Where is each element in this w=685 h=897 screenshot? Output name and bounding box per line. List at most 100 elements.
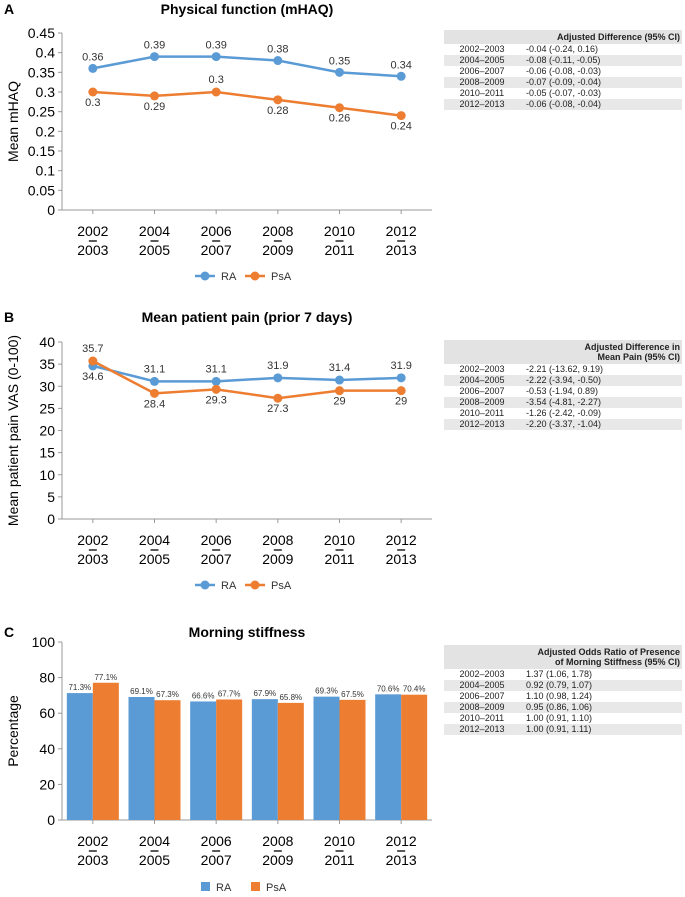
series-line-ra — [92, 364, 402, 383]
bar-psa — [92, 682, 119, 820]
data-label-ra: 71.3% — [68, 683, 91, 692]
table-header-blank — [444, 30, 518, 44]
table-header-blank — [444, 645, 518, 669]
x-tick-label-start: 2008 — [262, 833, 293, 849]
data-point-psa — [150, 91, 159, 101]
bar-psa — [216, 699, 243, 820]
data-point-psa — [273, 393, 283, 403]
data-point-ra — [88, 63, 98, 73]
bar-psa — [154, 700, 181, 820]
table-period: 2012–2013 — [444, 419, 518, 430]
legend-marker — [250, 580, 260, 590]
data-label-psa: 67.3% — [156, 690, 179, 699]
table-header: Adjusted Difference (95% CI) — [518, 30, 682, 44]
legend-label: RA — [216, 882, 232, 894]
panel-letter: A — [4, 1, 14, 17]
data-label-psa: 0.28 — [267, 105, 288, 117]
table-value: -2.20 (-3.37, -1.04) — [518, 419, 682, 430]
data-label-ra: 31.1 — [205, 363, 226, 375]
data-point-psa — [211, 384, 221, 394]
x-tick-label-start: 2002 — [77, 833, 108, 849]
table-header: Adjusted Difference in Mean Pain (95% CI) — [518, 340, 682, 364]
table-value: -0.04 (-0.24, 0.16) — [526, 44, 599, 54]
x-tick-label-start: 2002 — [77, 223, 108, 239]
table-row: 2004–2005 -0.08 (-0.11, -0.05) — [444, 55, 682, 66]
data-label-psa: 0.24 — [390, 121, 411, 133]
table-value: 1.00 (0.91, 1.10) — [526, 713, 593, 723]
data-point-psa — [335, 386, 344, 396]
x-tick-label-end: 2013 — [386, 852, 417, 868]
x-tick-label-start: 2002 — [77, 532, 108, 548]
chart-title: Physical function (mHAQ) — [161, 1, 334, 17]
table-row: 2010–2011 1.00 (0.91, 1.10) — [444, 713, 682, 724]
x-tick-label-start: 2012 — [386, 223, 417, 239]
data-point-psa — [396, 111, 406, 121]
table-period: 2006–2007 — [459, 66, 505, 76]
data-label-psa: 67.5% — [341, 690, 364, 699]
y-tick-label: 60 — [39, 705, 55, 721]
legend-label: PsA — [266, 882, 287, 894]
table-period: 2004–2005 — [444, 375, 518, 386]
data-label-psa: 65.8% — [279, 693, 302, 702]
table-period: 2002–2003 — [459, 669, 505, 679]
x-tick-label-end: 2011 — [324, 852, 354, 868]
table-row: 2010–2011 -0.05 (-0.07, -0.03) — [444, 88, 682, 99]
table-value: -0.53 (-1.94, 0.89) — [526, 386, 599, 396]
data-label-psa: 28.4 — [144, 398, 165, 410]
bar-ra — [190, 701, 217, 820]
x-tick-label-end: 2007 — [201, 852, 232, 868]
table-period: 2010–2011 — [459, 88, 505, 98]
stats-table: Adjusted Odds Ratio of Presence of Mornin… — [444, 645, 682, 735]
data-label-psa: 29 — [333, 396, 345, 408]
data-label-ra: 31.4 — [329, 362, 350, 374]
y-tick-label: 0.05 — [28, 182, 55, 198]
y-tick-label: 80 — [39, 670, 55, 686]
table-header-line: Adjusted Odds Ratio of Presence — [537, 647, 680, 657]
data-point-psa — [211, 87, 221, 97]
data-label-psa: 77.1% — [94, 673, 117, 682]
table-period: 2006–2007 — [459, 386, 505, 396]
x-tick-label-end: 2009 — [262, 242, 293, 258]
table-value: -0.05 (-0.07, -0.03) — [526, 88, 602, 98]
y-tick-label: 20 — [39, 423, 55, 439]
y-tick-label: 100 — [32, 634, 56, 650]
data-point-psa — [150, 388, 159, 398]
data-point-psa — [335, 103, 344, 113]
legend-label: PsA — [271, 271, 292, 283]
x-tick-label-start: 2008 — [262, 532, 293, 548]
x-tick-label-start: 2004 — [139, 223, 170, 239]
table-row: 2008–2009 -3.54 (-4.81, -2.27) — [444, 397, 682, 408]
table-header: Adjusted Odds Ratio of Presence of Mornin… — [518, 645, 682, 669]
x-tick-label-end: 2005 — [139, 852, 170, 868]
chart-title: Mean patient pain (prior 7 days) — [142, 309, 353, 325]
table-row: 2004–2005 -2.22 (-3.94, -0.50) — [444, 375, 682, 386]
y-tick-label: 35 — [39, 356, 55, 372]
table-row: 2006–2007 -0.53 (-1.94, 0.89) — [444, 386, 682, 397]
y-axis-label: Mean patient pain VAS (0-100) — [5, 335, 21, 526]
table-value: -1.26 (-2.42, -0.09) — [526, 408, 602, 418]
legend-label: RA — [221, 580, 237, 592]
table-value: 1.00 (0.91, 1.11) — [518, 724, 682, 735]
data-label-ra: 0.39 — [205, 40, 226, 52]
table-value: -3.54 (-4.81, -2.27) — [518, 397, 682, 408]
x-tick-label-start: 2010 — [324, 532, 355, 548]
x-tick-label-start: 2010 — [324, 223, 355, 239]
legend-marker — [200, 580, 210, 590]
table-period: 2010–2011 — [459, 408, 505, 418]
x-tick-label-start: 2012 — [386, 532, 417, 548]
x-tick-label-start: 2004 — [139, 833, 170, 849]
data-point-ra — [335, 375, 344, 385]
table-row: 2012–2013 -2.20 (-3.37, -1.04) — [444, 419, 682, 430]
data-label-psa: 35.7 — [82, 343, 103, 355]
data-label-ra: 69.3% — [315, 687, 338, 696]
table-row: 2008–2009 0.95 (0.86, 1.06) — [444, 702, 682, 713]
table-header-row: Adjusted Difference (95% CI) — [444, 30, 682, 44]
x-tick-label-end: 2005 — [139, 551, 170, 567]
table-value: 1.10 (0.98, 1.24) — [526, 691, 593, 701]
y-tick-label: 0 — [47, 511, 55, 527]
x-tick-label-start: 2004 — [139, 532, 170, 548]
y-tick-label: 0.3 — [36, 84, 56, 100]
table-period: 2008–2009 — [444, 702, 518, 713]
series-line-psa — [92, 359, 402, 400]
